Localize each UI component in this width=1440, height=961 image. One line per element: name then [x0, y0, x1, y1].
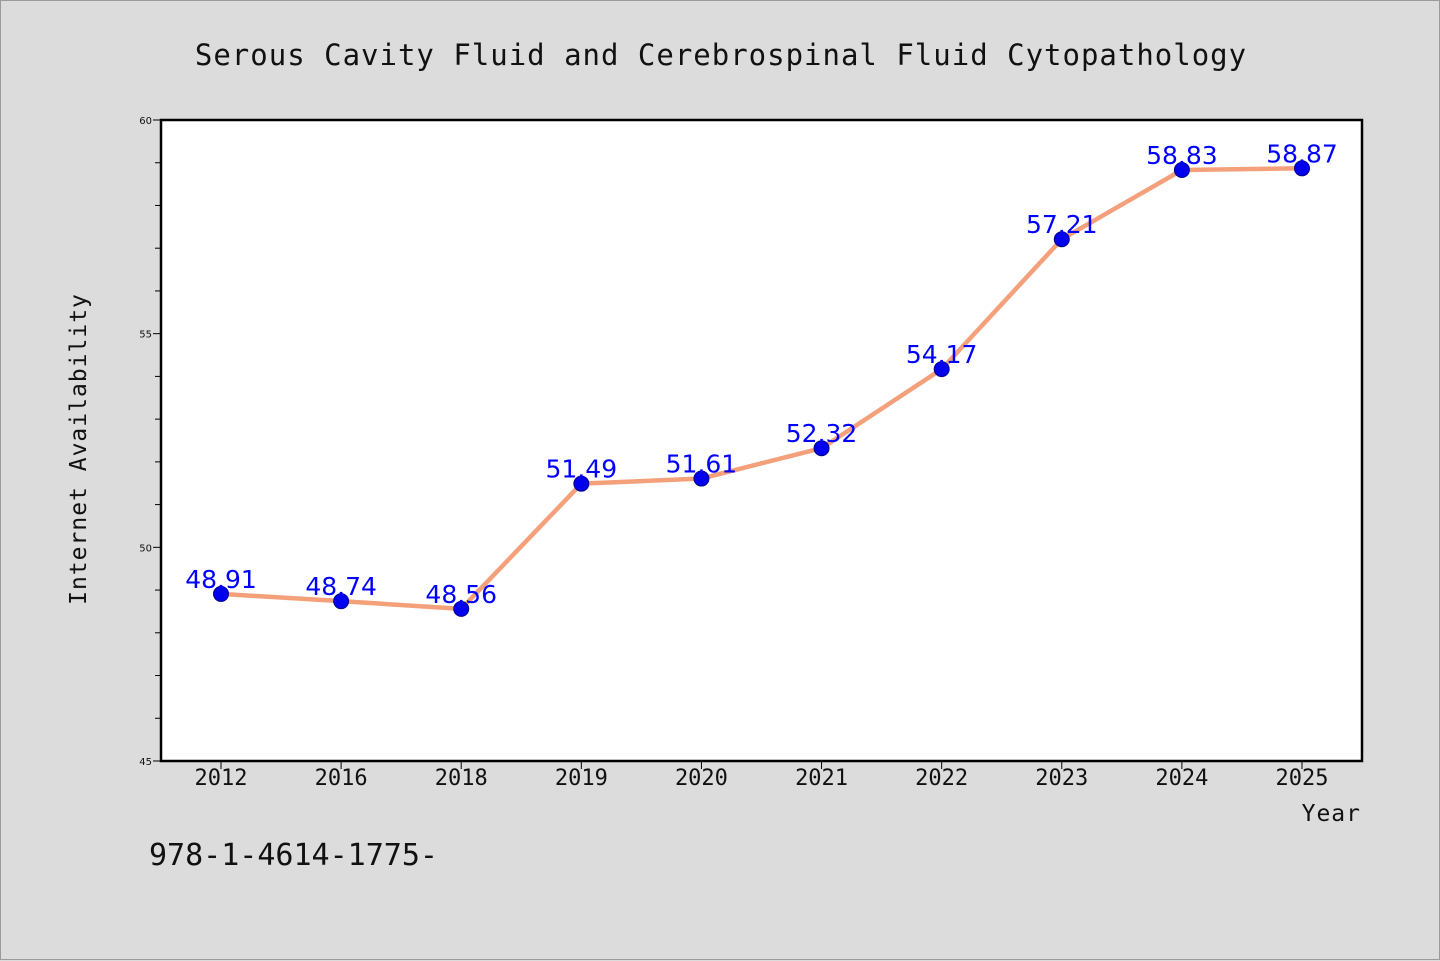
data-label: 51.61: [666, 450, 738, 479]
data-point: [573, 475, 590, 492]
footnote: 978-1-4614-1775-: [149, 838, 438, 873]
data-label: 48.74: [305, 572, 377, 601]
x-tick-label: 2016: [315, 766, 368, 791]
data-point: [1294, 160, 1310, 177]
x-axis-title: Year: [1302, 801, 1361, 827]
series-group: 48.91 48.74 48.56 51.49 51.61 52.32 54.17 57.21…: [185, 139, 1338, 617]
x-tick-label: 2024: [1155, 766, 1208, 791]
data-point: [813, 440, 830, 457]
data-point: [213, 585, 229, 602]
data-point: [1053, 231, 1070, 248]
data-point: [693, 470, 710, 487]
x-tick-label: 2023: [1035, 766, 1088, 791]
x-tick-label: 2019: [555, 766, 608, 791]
data-label: 58.87: [1266, 139, 1338, 168]
data-label: 48.56: [425, 580, 497, 609]
x-tick-label: 2025: [1276, 766, 1329, 791]
y-axis-title: Internet Availability: [66, 293, 92, 605]
y-tick-label: 55: [139, 330, 152, 341]
data-label: 58.83: [1146, 141, 1218, 170]
plot-area: [159, 118, 1364, 763]
y-tick-label: 60: [139, 116, 152, 127]
data-point: [1173, 161, 1190, 178]
data-label: 48.91: [185, 565, 257, 594]
x-tick-label: 2012: [195, 766, 248, 791]
x-axis: 2012 2016 2018 2019 2020 2021 2022 2023 2024 2025: [195, 761, 1329, 791]
x-tick-label: 2018: [435, 766, 488, 791]
x-tick-label: 2020: [675, 766, 728, 791]
data-point: [933, 361, 950, 378]
data-label: 57.21: [1026, 210, 1098, 239]
x-tick-label: 2022: [915, 766, 968, 791]
y-tick-label: 45: [139, 757, 152, 768]
series-line: [218, 166, 1305, 612]
y-tick-label: 50: [139, 543, 152, 554]
data-point: [453, 600, 470, 617]
data-point: [333, 593, 350, 610]
y-axis: 45 50 55 60: [139, 116, 161, 768]
data-label: 54.17: [906, 340, 978, 369]
chart-title: Serous Cavity Fluid and Cerebrospinal Fl…: [195, 38, 1247, 72]
data-label: 52.32: [786, 419, 858, 448]
x-tick-label: 2021: [795, 766, 848, 791]
data-label: 51.49: [546, 455, 618, 484]
